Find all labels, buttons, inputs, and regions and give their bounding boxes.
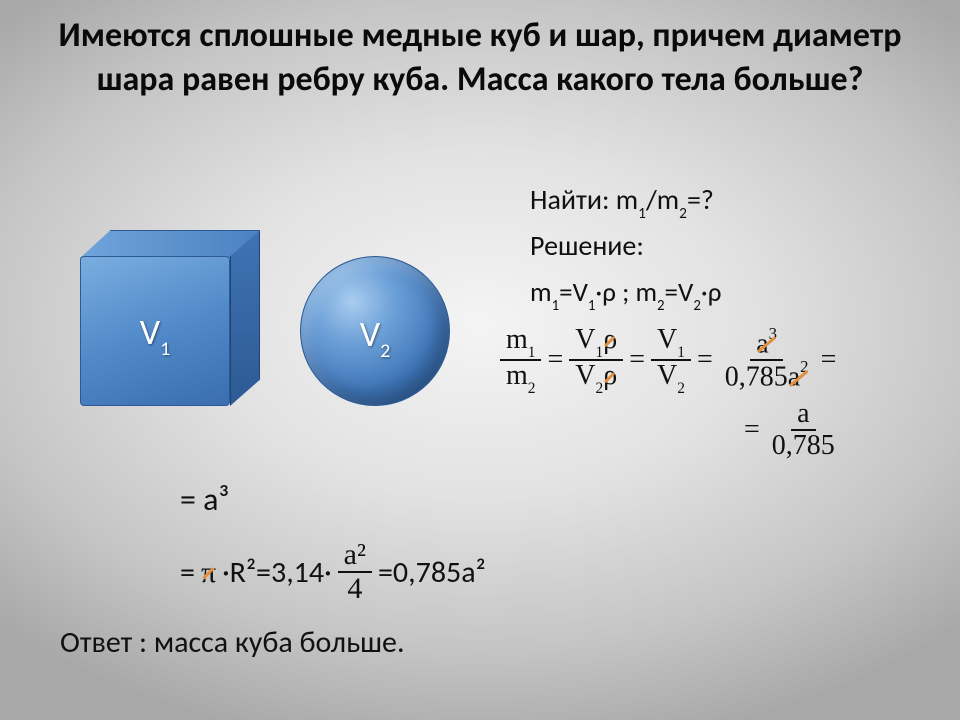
v2-sub: 2	[693, 296, 701, 314]
f2ns: 1	[596, 344, 604, 361]
m1-sub: 1	[552, 296, 560, 314]
volume-cube-formula: = a³	[180, 480, 229, 519]
eq6: =	[821, 344, 837, 376]
mass-equations: m1=V1·ρ ; m2=V2·ρ	[530, 276, 721, 311]
frac-a3-over: a3 0,785a2	[719, 329, 815, 392]
f2d: V	[575, 360, 595, 391]
eq5: =	[697, 344, 713, 376]
f3n: V	[657, 324, 677, 355]
v2-sym: V	[678, 276, 693, 309]
f1ds: 2	[528, 380, 536, 397]
frac-a2-4: a² 4	[338, 540, 372, 604]
a3-strike: a3	[756, 329, 777, 358]
pir-tail: =0,785a²	[378, 554, 486, 591]
f2ds: 2	[596, 380, 604, 397]
rho1: ρ	[602, 276, 616, 309]
dot2: ·	[701, 276, 708, 309]
v1-sub: 1	[588, 296, 596, 314]
sphere-label: V2	[300, 312, 450, 360]
pir-pre: =	[180, 554, 195, 591]
f3ns: 1	[677, 344, 685, 361]
rho-bot-strike: ρ	[603, 362, 617, 390]
eq7: =	[744, 414, 760, 446]
eq1: =	[559, 276, 572, 309]
sphere-label-v: V	[360, 312, 380, 356]
v1-sym: V	[573, 276, 588, 309]
cube-side-face	[230, 230, 260, 406]
f1ns: 1	[528, 344, 536, 361]
rho-top-strike: ρ	[603, 326, 617, 354]
sphere-label-sub: 2	[380, 339, 390, 363]
frac-m1m2: m1 m2	[500, 326, 541, 394]
fraction-chain-2: = a 0,785	[744, 400, 841, 460]
f1d: m	[506, 360, 528, 391]
f1n: m	[506, 324, 528, 355]
eq2: =	[665, 276, 678, 309]
f5d: 0,785	[766, 431, 841, 460]
pi-strike: π	[201, 554, 216, 591]
f4dpre: 0,785	[725, 361, 788, 392]
answer-line: Ответ : масса куба больше.	[60, 624, 405, 661]
f2n: V	[575, 324, 595, 355]
problem-title: Имеются сплошные медные куб и шар, приче…	[40, 14, 920, 101]
fraction-chain-1: m1 m2 = V1ρ V2ρ = V1 V2 = a3 0,785a2 =	[500, 324, 836, 394]
m2-sub: 2	[657, 296, 665, 314]
cube-label-v: V	[140, 310, 160, 354]
sep: ;	[616, 276, 635, 309]
slide-root: Имеются сплошные медные куб и шар, приче…	[0, 0, 960, 720]
find-mid: /m	[646, 182, 679, 217]
m2-sym: m	[635, 276, 657, 309]
frac-v1rho-v2rho: V1ρ V2ρ	[569, 326, 623, 394]
pfd: 4	[341, 573, 368, 604]
pir-mid: ·R²=3,14·	[222, 554, 332, 591]
f5n: a	[791, 400, 815, 431]
f3ds: 2	[677, 380, 685, 397]
find-s2: 2	[679, 204, 687, 223]
cube-label: V1	[80, 310, 230, 358]
find-tail: =?	[687, 182, 714, 217]
a2-strike: a2	[788, 362, 809, 391]
frac-a-over-0785: a 0,785	[766, 400, 841, 460]
pfn: a²	[338, 540, 372, 573]
find-line: Найти: m1/m2=?	[530, 182, 714, 221]
frac-v1v2: V1 V2	[651, 326, 691, 394]
eq3: =	[547, 344, 563, 376]
f3d: V	[657, 360, 677, 391]
eq4: =	[629, 344, 645, 376]
find-prefix: Найти: m	[530, 182, 638, 217]
solution-heading: Решение:	[530, 228, 644, 263]
volume-sphere-formula: = π ·R²=3,14· a² 4 =0,785a²	[180, 540, 486, 604]
rho2: ρ	[708, 276, 722, 309]
m1-sym: m	[530, 276, 552, 309]
cube-shape: V1	[80, 230, 260, 410]
cube-label-sub: 1	[160, 337, 170, 361]
find-s1: 1	[638, 204, 646, 223]
sphere-shape: V2	[300, 256, 450, 406]
